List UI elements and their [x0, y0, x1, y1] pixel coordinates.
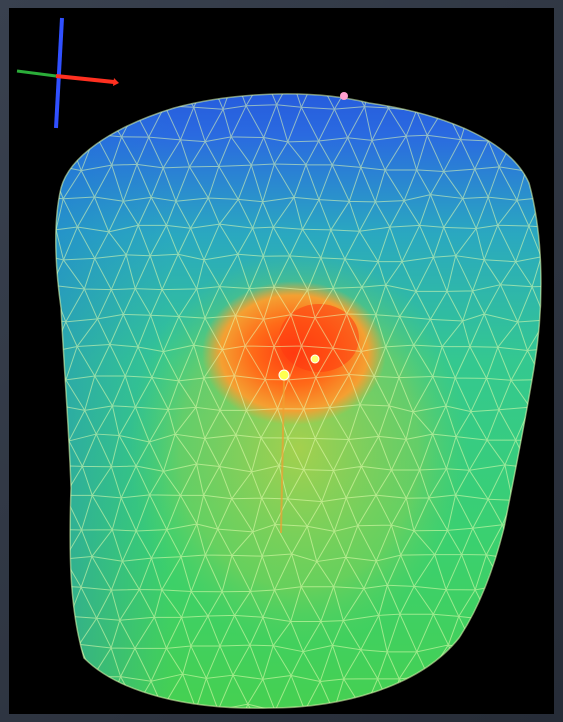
mesh-render[interactable]	[9, 8, 554, 714]
probe-line	[280, 379, 285, 534]
marker-top[interactable]	[340, 92, 348, 100]
y-axis	[16, 69, 57, 78]
mesh-outline	[55, 93, 542, 709]
mesh-surface	[55, 93, 541, 709]
x-axis	[55, 74, 115, 84]
marker-primary[interactable]	[278, 369, 290, 381]
marker-secondary[interactable]	[310, 354, 320, 364]
z-axis	[54, 17, 64, 129]
3d-viewport[interactable]	[9, 8, 554, 714]
xyz-axis-icon[interactable]	[9, 8, 119, 138]
